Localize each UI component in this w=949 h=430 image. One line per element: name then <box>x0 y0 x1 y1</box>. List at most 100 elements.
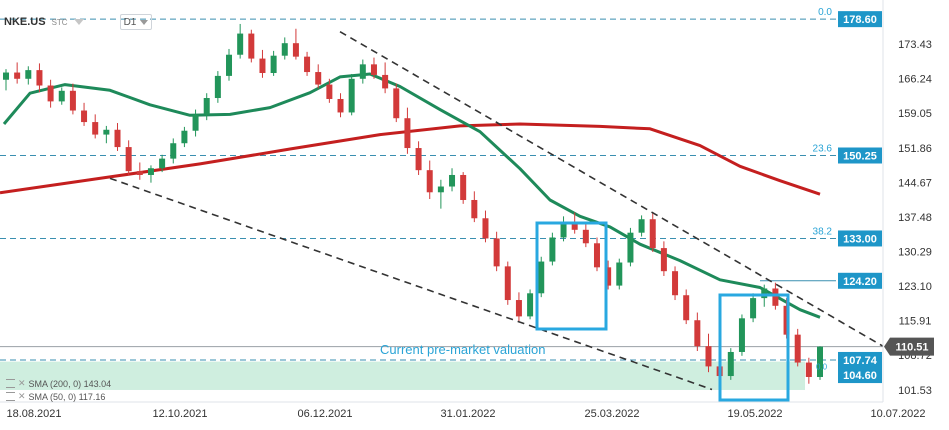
symbol-label[interactable]: NKE.US <box>4 16 46 28</box>
candle-body <box>326 84 333 99</box>
candle-body <box>805 362 812 377</box>
timeframe-value: D1 <box>123 16 137 28</box>
fib-small-label: 0.0 <box>816 362 828 371</box>
candle-body <box>660 248 667 272</box>
candle-body <box>426 170 433 193</box>
fib-label: 38.2 <box>813 226 833 237</box>
candle-body <box>772 288 779 306</box>
candle-body <box>92 122 99 135</box>
candle-body <box>527 293 534 317</box>
price-tag: 124.20 <box>843 276 877 288</box>
y-tick-label: 130.29 <box>898 247 932 259</box>
candle-body <box>538 261 545 294</box>
candle-body <box>437 186 444 193</box>
candle-body <box>3 72 9 80</box>
trend-lines <box>109 30 884 391</box>
y-tick-label: 137.48 <box>898 212 932 224</box>
chevron-down-icon[interactable] <box>73 19 84 25</box>
price-axis <box>883 0 949 430</box>
price-tag-bg <box>838 11 882 28</box>
candle-body <box>58 90 65 102</box>
fib-label: 0.0 <box>818 7 832 18</box>
candle-body <box>817 346 823 377</box>
candle-body <box>125 147 132 172</box>
y-tick-label: 166.24 <box>898 74 932 86</box>
premarket-label: Current pre-market valuation <box>380 342 545 357</box>
candle-body <box>672 271 679 296</box>
candle-body <box>415 148 422 171</box>
upper-trendline <box>339 30 884 347</box>
y-tick-label: 173.43 <box>898 39 932 51</box>
candle-body <box>192 114 199 131</box>
candle-body <box>738 318 745 352</box>
sma200-line <box>0 122 821 196</box>
highlight-boxes <box>535 221 790 402</box>
candle-body <box>203 98 210 115</box>
y-tick-label: 123.10 <box>898 281 932 293</box>
price-tag-bg <box>838 272 882 289</box>
x-tick-label: 10.07.2022 <box>870 408 925 420</box>
legend-sma200[interactable]: ✕ SMA (200, 0) 143.04 <box>6 378 111 389</box>
candle-body <box>471 199 478 219</box>
candle-body <box>359 64 366 79</box>
candle-body <box>404 118 411 149</box>
price-tag-bg <box>838 367 882 384</box>
candle-body <box>761 288 768 299</box>
candle-body <box>694 320 701 347</box>
close-icon[interactable]: ✕ <box>18 391 26 401</box>
candle-body <box>560 222 567 238</box>
candle-body <box>47 85 54 102</box>
candle-body <box>270 55 277 74</box>
candle-body <box>370 64 377 75</box>
support-zone <box>0 361 805 390</box>
candle-body <box>181 130 188 144</box>
x-tick-label: 25.03.2022 <box>584 408 639 420</box>
candle-body <box>304 56 311 73</box>
timeframe-select[interactable]: D1 <box>119 14 153 30</box>
candle-body <box>36 70 43 86</box>
candle-body <box>582 229 589 244</box>
price-tag-bg <box>838 351 882 368</box>
candle-body <box>14 72 21 79</box>
candle-body <box>259 58 266 74</box>
candle-body <box>705 346 712 367</box>
candle-body <box>638 219 645 233</box>
sma50-line <box>2 72 821 319</box>
candle-body <box>616 262 623 286</box>
candle-body <box>337 98 344 113</box>
chevron-down-icon <box>140 19 149 25</box>
candle-body <box>627 232 634 263</box>
candle-body <box>281 43 288 56</box>
candle-body <box>25 70 32 79</box>
legend-sma50[interactable]: ✕ SMA (50, 0) 117.16 <box>6 391 105 402</box>
candle-body <box>649 219 656 249</box>
candle-body <box>81 110 88 123</box>
candle-body <box>493 238 500 267</box>
lower-trendline <box>109 177 713 391</box>
candle-body <box>460 174 467 200</box>
indicator-icon <box>6 392 15 401</box>
candle-body <box>593 243 600 268</box>
current-price-tag: 110.51 <box>895 342 928 354</box>
close-icon[interactable]: ✕ <box>18 378 26 388</box>
y-tick-label: 151.86 <box>898 143 932 155</box>
chart-labels: Current pre-market valuation 0.0 23.6 38.2 0… <box>380 7 832 371</box>
indicator-icon <box>6 379 15 388</box>
candle-body <box>315 72 322 85</box>
candle-body <box>750 298 757 319</box>
candle-body <box>382 74 389 89</box>
candle-body <box>683 295 690 321</box>
candle-body <box>159 158 166 169</box>
candle-body <box>237 33 244 55</box>
candle-body <box>103 129 110 135</box>
fib-label: 23.6 <box>813 143 833 154</box>
price-tag: 178.60 <box>843 14 877 26</box>
candle-body <box>504 266 511 301</box>
price-tag: 107.74 <box>843 355 878 367</box>
candlesticks <box>3 23 823 384</box>
highlight-box-may <box>718 293 790 402</box>
legend-sma50-label: SMA (50, 0) 117.16 <box>28 391 106 402</box>
candle-body <box>348 78 355 113</box>
